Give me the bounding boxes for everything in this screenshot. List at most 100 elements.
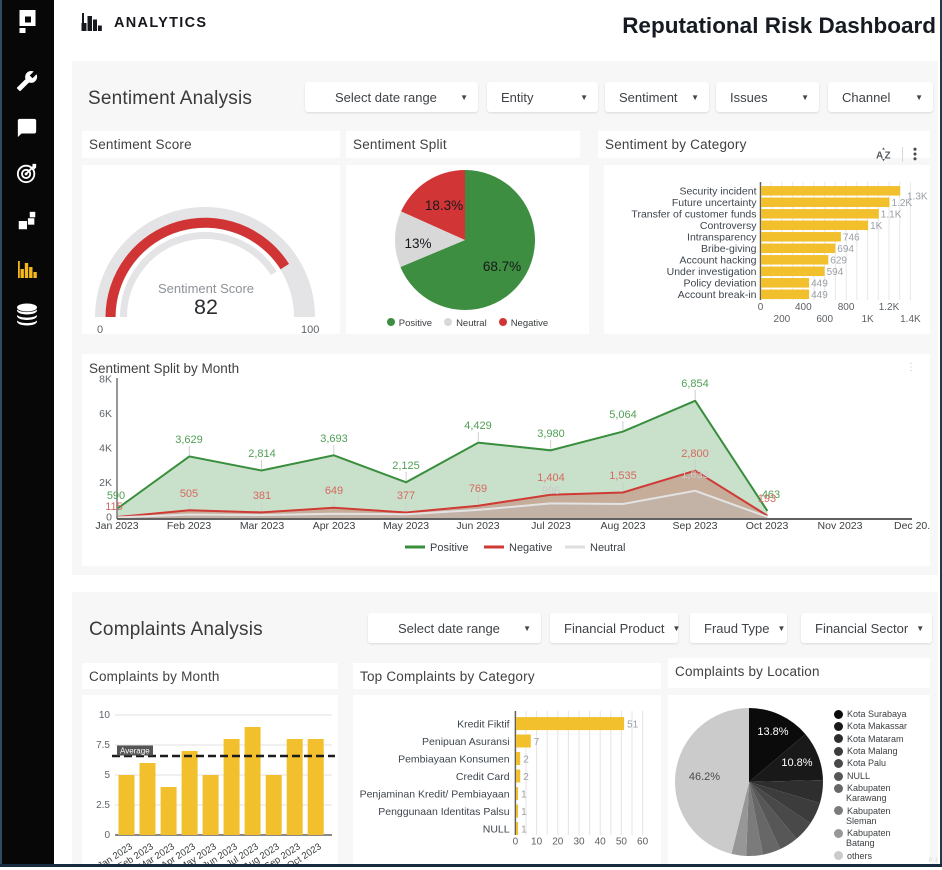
svg-text:3,980: 3,980 [537,428,565,440]
svg-text:2,814: 2,814 [248,448,276,460]
svg-text:82: 82 [194,295,218,319]
svg-text:649: 649 [325,485,343,497]
svg-text:Account hacking: Account hacking [679,255,756,267]
svg-text:10: 10 [531,837,543,848]
svg-text:10.8%: 10.8% [781,757,812,769]
svg-text:Nov 2023: Nov 2023 [818,520,863,532]
svg-text:Average: Average [120,747,150,756]
svg-text:5: 5 [104,770,110,781]
svg-text:60: 60 [637,837,649,848]
svg-text:0: 0 [97,324,103,334]
svg-text:Oct 2023: Oct 2023 [746,520,789,532]
svg-text:1,535: 1,535 [609,470,637,482]
svg-text:46.2%: 46.2% [689,771,720,783]
svg-text:200: 200 [774,314,791,325]
svg-text:1K: 1K [870,221,883,232]
svg-text:4K: 4K [99,443,112,455]
svg-text:449: 449 [811,290,828,301]
svg-text:193: 193 [758,493,776,505]
svg-text:Z: Z [885,151,891,162]
svg-text:50: 50 [616,837,628,848]
svg-text:Future uncertainty: Future uncertainty [672,197,757,209]
svg-text:2: 2 [523,754,529,765]
svg-text:3,693: 3,693 [320,433,348,445]
svg-text:400: 400 [795,302,812,313]
svg-text:1.1K: 1.1K [881,209,902,220]
svg-text:3,629: 3,629 [175,434,203,446]
svg-text:463: 463 [762,489,780,501]
svg-text:Neutral: Neutral [590,542,625,554]
svg-text:6K: 6K [99,408,112,420]
svg-text:0: 0 [513,837,519,848]
svg-text:7.5: 7.5 [96,740,110,751]
svg-text:2: 2 [523,772,529,783]
svg-text:1: 1 [521,789,527,800]
svg-text:Jan 2023: Jan 2023 [95,520,138,532]
svg-text:Apr 2023: Apr 2023 [313,520,356,532]
svg-text:4,429: 4,429 [464,420,492,432]
svg-text:Controversy: Controversy [700,220,757,232]
svg-text:2K: 2K [99,477,112,489]
svg-text:Sentiment Score: Sentiment Score [158,281,254,296]
svg-text:594: 594 [827,267,844,278]
svg-text:1.2K: 1.2K [892,198,913,209]
svg-text:0: 0 [758,302,764,313]
svg-text:Sep 2023: Sep 2023 [673,520,718,532]
svg-text:18.3%: 18.3% [425,198,463,213]
svg-text:1,404: 1,404 [537,472,565,484]
svg-text:800: 800 [838,302,855,313]
svg-text:1.2K: 1.2K [879,302,900,313]
svg-text:0: 0 [104,830,110,841]
svg-text:10: 10 [99,710,111,721]
svg-text:1.4K: 1.4K [900,314,921,325]
svg-text:115: 115 [105,501,123,513]
svg-text:May 2023: May 2023 [383,520,429,532]
svg-text:2.5: 2.5 [96,800,110,811]
svg-text:Penggunaan Identitas Palsu: Penggunaan Identitas Palsu [378,806,510,818]
svg-text:Under investigation: Under investigation [667,266,757,278]
svg-text:Penipuan Asuransi: Penipuan Asuransi [422,736,510,748]
svg-text:Penjaminan Kredit/ Pembiayaan: Penjaminan Kredit/ Pembiayaan [360,788,510,800]
svg-text:5,064: 5,064 [609,409,637,421]
svg-text:Kredit Fiktif: Kredit Fiktif [457,718,510,730]
svg-text:2,125: 2,125 [392,460,420,472]
svg-text:2,800: 2,800 [681,448,709,460]
svg-text:Account break-in: Account break-in [678,289,757,301]
svg-text:769: 769 [469,483,487,495]
svg-text:51: 51 [627,719,639,730]
svg-text:600: 600 [816,314,833,325]
svg-text:Negative: Negative [509,542,552,554]
svg-text:Jun 2023: Jun 2023 [456,520,499,532]
svg-text:505: 505 [180,488,198,500]
svg-text:1,633: 1,633 [681,469,709,481]
svg-text:377: 377 [397,490,415,502]
svg-text:746: 746 [843,232,860,243]
svg-text:1.3K: 1.3K [907,192,928,203]
svg-text:Intransparency: Intransparency [687,232,757,244]
svg-text:906: 906 [542,485,560,497]
svg-text:68.7%: 68.7% [483,259,521,274]
svg-text:Positive: Positive [430,542,469,554]
svg-text:1: 1 [521,824,527,835]
svg-text:A: A [876,151,883,162]
svg-text:1: 1 [521,807,527,818]
svg-text:Jul 2023: Jul 2023 [531,520,571,532]
svg-text:0: 0 [106,512,112,524]
svg-text:Security incident: Security incident [679,186,756,198]
svg-text:20: 20 [552,837,564,848]
svg-text:Credit Card: Credit Card [456,771,510,783]
svg-text:6,854: 6,854 [681,378,709,390]
svg-text:Feb 2023: Feb 2023 [167,520,212,532]
svg-text:Aug 2023: Aug 2023 [601,520,646,532]
svg-text:381: 381 [253,490,271,502]
svg-text:590: 590 [107,490,125,502]
svg-text:Policy deviation: Policy deviation [684,278,757,290]
svg-text:100: 100 [301,324,319,334]
svg-text:629: 629 [830,255,847,266]
svg-text:7: 7 [534,737,540,748]
svg-text:NULL: NULL [483,823,510,835]
svg-text:Transfer of customer funds: Transfer of customer funds [631,209,756,221]
svg-text:40: 40 [595,837,607,848]
svg-text:30: 30 [573,837,585,848]
svg-text:1K: 1K [861,314,874,325]
